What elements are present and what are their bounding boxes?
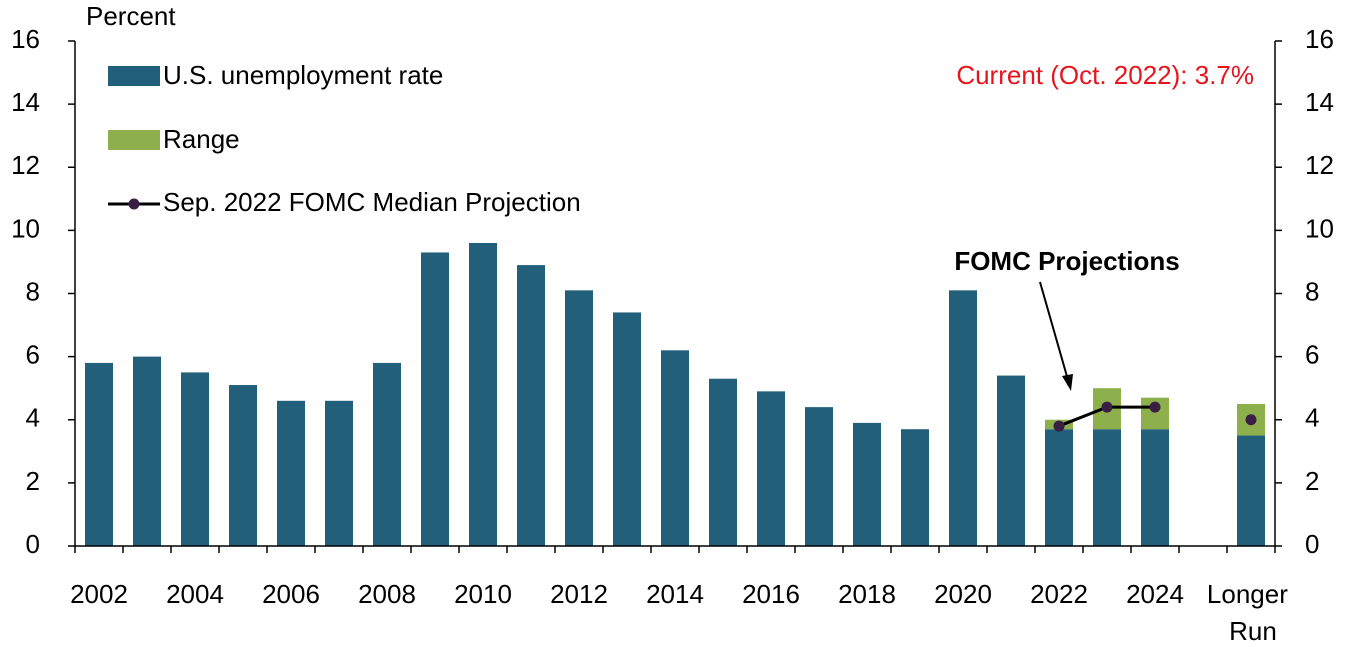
bar xyxy=(133,356,161,546)
legend-label: Sep. 2022 FOMC Median Projection xyxy=(163,187,581,217)
bar xyxy=(229,385,257,546)
legend-label: U.S. unemployment rate xyxy=(163,60,443,90)
bar xyxy=(613,312,641,546)
y2-tick-label: 6 xyxy=(1305,340,1319,370)
bar xyxy=(1237,435,1265,546)
y2-tick-label: 14 xyxy=(1305,87,1334,117)
bar xyxy=(469,243,497,546)
y-tick-label: 16 xyxy=(11,24,40,54)
median-marker xyxy=(1245,414,1257,426)
legend: U.S. unemployment rate Range Sep. 2022 F… xyxy=(108,60,581,217)
bar xyxy=(853,422,881,546)
y-tick-label: 4 xyxy=(26,403,40,433)
bar xyxy=(805,407,833,546)
x-tick-label: 2018 xyxy=(838,579,896,609)
median-marker xyxy=(1101,401,1113,413)
bar xyxy=(709,378,737,546)
bar xyxy=(757,391,785,546)
bar xyxy=(1045,429,1073,546)
x-tick-label: 2008 xyxy=(358,579,416,609)
bar xyxy=(421,252,449,546)
x-tick-label: 2002 xyxy=(70,579,128,609)
annotation-arrow xyxy=(1039,281,1069,381)
legend-swatch xyxy=(108,66,160,86)
y-tick-label: 8 xyxy=(26,276,40,306)
y-tick-label: 14 xyxy=(11,87,40,117)
bar xyxy=(1141,429,1169,546)
x-tick-label: 2014 xyxy=(646,579,704,609)
median-marker xyxy=(1149,401,1161,413)
bar xyxy=(565,290,593,546)
legend-label: Range xyxy=(163,124,240,154)
y-axis-label: Percent xyxy=(86,1,176,31)
bar xyxy=(661,350,689,546)
bar xyxy=(325,400,353,546)
x-tick-label: 2004 xyxy=(166,579,224,609)
legend-marker xyxy=(128,198,140,210)
y2-tick-label: 16 xyxy=(1305,24,1334,54)
x-tick-label: 2010 xyxy=(454,579,512,609)
median-marker xyxy=(1053,420,1065,432)
current-annotation: Current (Oct. 2022): 3.7% xyxy=(956,60,1254,90)
y2-tick-label: 10 xyxy=(1305,213,1334,243)
bar xyxy=(517,265,545,546)
bar xyxy=(181,372,209,546)
y2-tick-label: 2 xyxy=(1305,466,1319,496)
fomc-annotation: FOMC Projections xyxy=(954,246,1179,276)
x-tick-label: 2024 xyxy=(1126,579,1184,609)
bar xyxy=(949,290,977,546)
y2-tick-label: 12 xyxy=(1305,150,1334,180)
y-tick-label: 10 xyxy=(11,213,40,243)
bar xyxy=(901,429,929,546)
x-tick-label: Longer Run xyxy=(1207,579,1295,646)
legend-swatch xyxy=(108,130,160,150)
y2-tick-label: 8 xyxy=(1305,276,1319,306)
bar xyxy=(373,362,401,546)
x-tick-label: 2022 xyxy=(1030,579,1088,609)
bar xyxy=(85,362,113,546)
x-tick-label: 2016 xyxy=(742,579,800,609)
y-tick-label: 12 xyxy=(11,150,40,180)
x-tick-label: 2020 xyxy=(934,579,992,609)
x-tick-label: 2006 xyxy=(262,579,320,609)
y2-tick-label: 0 xyxy=(1305,529,1319,559)
x-tick-label: 2012 xyxy=(550,579,608,609)
bar xyxy=(1093,429,1121,546)
bar xyxy=(277,400,305,546)
y2-tick-label: 4 xyxy=(1305,403,1319,433)
bar xyxy=(997,375,1025,546)
y-tick-label: 0 xyxy=(26,529,40,559)
y-tick-label: 2 xyxy=(26,466,40,496)
arrow-head xyxy=(1062,374,1073,391)
y-tick-label: 6 xyxy=(26,340,40,370)
